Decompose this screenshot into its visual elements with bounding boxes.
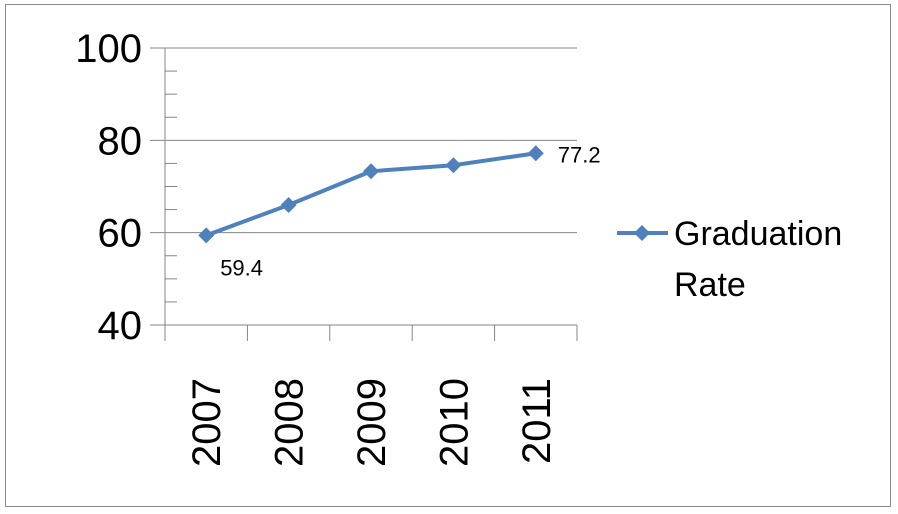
chart-frame [5,4,891,507]
x-tick-labels: 2007 2008 2009 2010 2011 [185,378,559,467]
x-tick-label-2010: 2010 [432,378,476,467]
data-point-2009 [363,163,379,180]
series-graduation-rate [198,145,544,244]
data-point-2008 [280,196,297,213]
legend-label-line-1: Graduation [674,215,842,253]
y-tick-label: 40 [98,304,143,348]
y-tick-labels: 40 60 80 100 [75,27,142,348]
legend-label-line-2: Rate [674,266,746,304]
axes [164,48,578,341]
y-tick-label: 80 [98,119,143,163]
y-tick-label: 100 [75,27,142,71]
data-labels: 59.4 77.2 [220,142,600,280]
gridlines [150,47,577,326]
legend: Graduation Rate [617,215,842,304]
x-tick-label-2011: 2011 [515,378,559,464]
x-tick-label-2007: 2007 [185,378,229,467]
data-point-2007 [198,227,215,244]
x-tick-label-2009: 2009 [350,378,394,467]
x-tick-label-2008: 2008 [268,378,312,467]
y-tick-label: 60 [98,212,143,256]
data-label-2011: 77.2 [558,142,601,167]
data-point-2011 [527,145,544,162]
data-point-2010 [445,157,462,174]
data-label-2007: 59.4 [220,255,263,280]
legend-swatch-marker [634,225,650,241]
